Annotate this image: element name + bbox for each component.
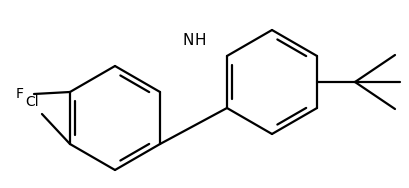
Text: F: F: [16, 87, 24, 101]
Text: Cl: Cl: [25, 95, 39, 109]
Text: H: H: [195, 33, 206, 48]
Text: N: N: [182, 33, 193, 48]
